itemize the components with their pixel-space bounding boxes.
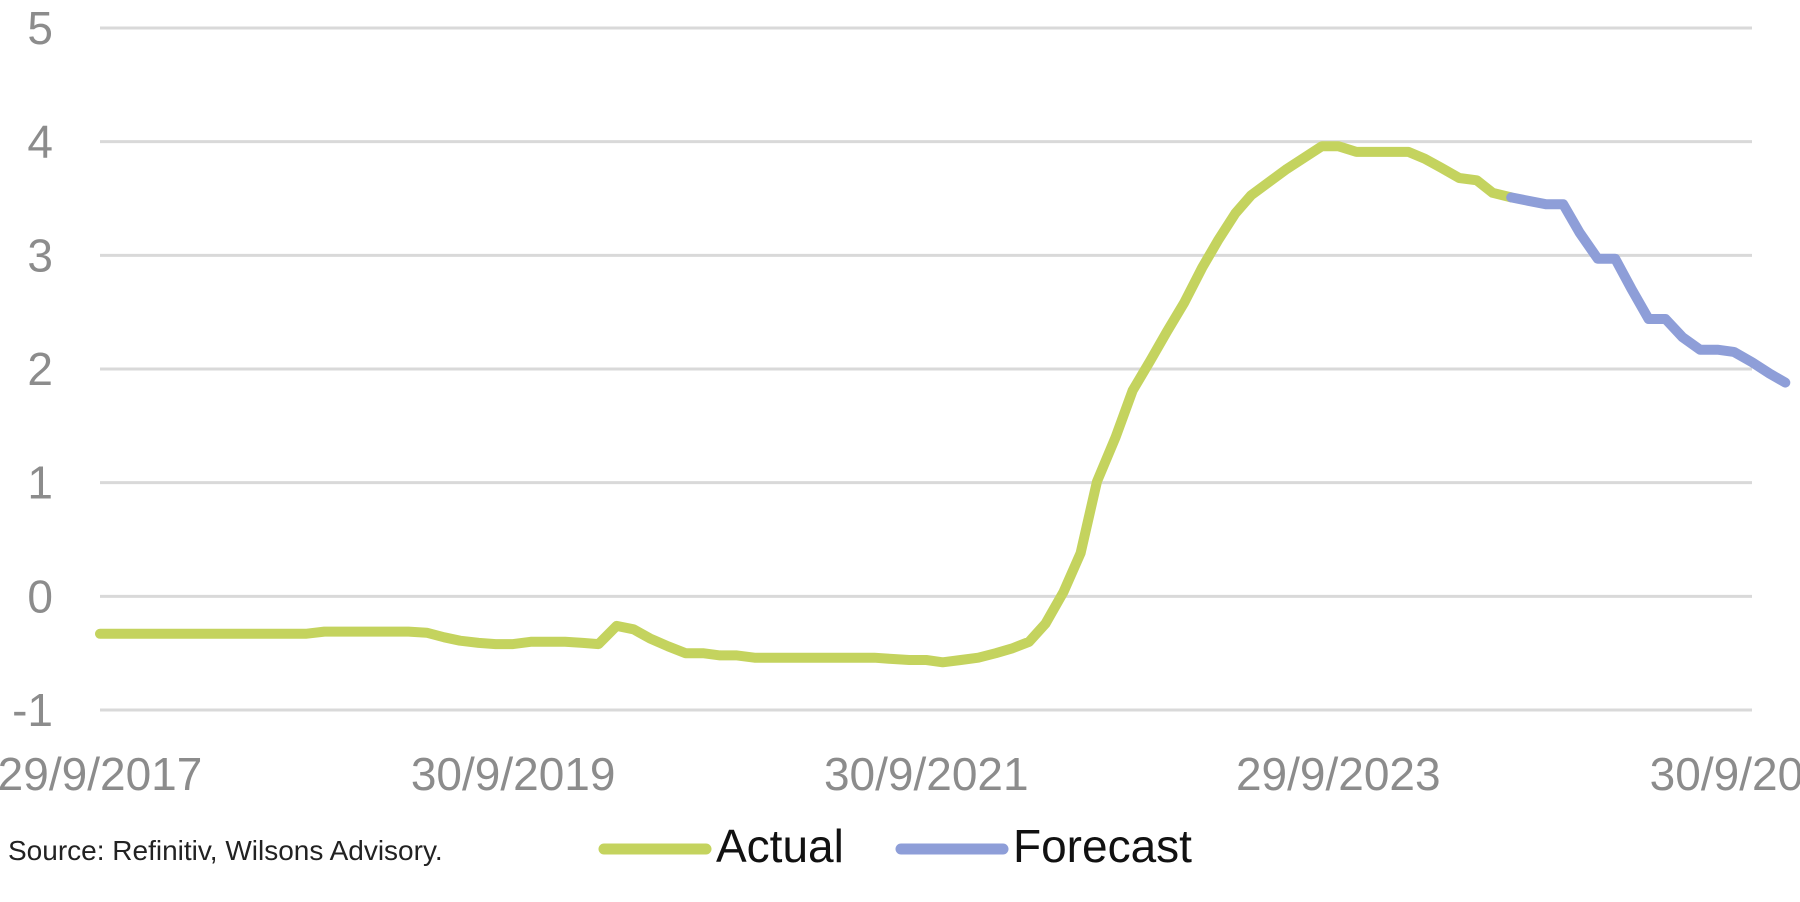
y-tick-label: 0 [27,570,53,622]
x-tick-label: 30/9/2019 [411,748,616,800]
y-axis-tick-labels: 5 4 3 2 1 0 -1 [12,2,53,736]
series-lines [95,141,1791,668]
y-tick-label: 3 [27,229,53,281]
series-line-forecast [1506,192,1791,388]
source-note: Source: Refinitiv, Wilsons Advisory. [8,835,443,866]
x-axis-tick-labels: 29/9/2017 30/9/2019 30/9/2021 29/9/2023 30/9… [0,748,1800,800]
series-line-actual [95,141,1517,668]
x-tick-label: 30/9/2021 [824,748,1029,800]
gridlines [100,26,1752,712]
y-tick-label: 1 [27,457,53,509]
legend-label-actual: Actual [716,820,844,872]
x-tick-label: 29/9/2017 [0,748,202,800]
y-tick-label: -1 [12,684,53,736]
legend-label-forecast: Forecast [1013,820,1192,872]
legend: Actual Forecast [598,820,1192,872]
y-tick-label: 4 [27,116,53,168]
x-tick-label: 30/9/2025 [1650,748,1800,800]
y-tick-label: 2 [27,343,53,395]
x-tick-label: 29/9/2023 [1236,748,1441,800]
y-tick-label: 5 [27,2,53,54]
